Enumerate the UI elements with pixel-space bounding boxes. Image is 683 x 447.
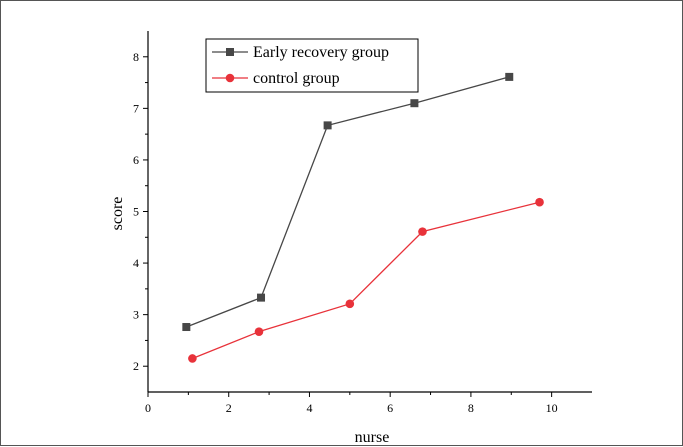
series-2 — [188, 197, 544, 363]
data-point — [418, 227, 427, 236]
x-tick-label: 4 — [306, 401, 312, 415]
legend-marker — [225, 73, 235, 83]
y-tick-label: 3 — [133, 308, 139, 322]
series-line — [186, 76, 510, 328]
series-layer — [182, 72, 544, 363]
series-1 — [182, 72, 514, 332]
axes: 0 2 4 6 8 10 2 3 4 5 6 7 8 — [133, 31, 592, 415]
data-point — [254, 327, 264, 336]
legend-item: Early recovery group — [212, 44, 389, 61]
legend-label: control group — [253, 70, 340, 87]
y-tick-label: 8 — [133, 50, 139, 64]
data-point — [345, 299, 355, 309]
y-tick-label: 5 — [133, 205, 139, 219]
y-tick-label: 4 — [133, 256, 139, 270]
data-point — [182, 323, 191, 332]
x-tick-label: 0 — [145, 401, 151, 415]
legend-label: Early recovery group — [253, 44, 389, 61]
x-tick-label: 6 — [387, 401, 393, 415]
data-point — [410, 99, 419, 108]
data-point — [257, 293, 266, 302]
legend: Early recovery group control group — [205, 38, 419, 93]
data-point — [323, 121, 332, 130]
series-line — [192, 201, 540, 360]
data-point — [188, 354, 197, 363]
legend-marker — [226, 48, 234, 56]
y-tick-label: 6 — [133, 153, 139, 167]
legend-item: control group — [212, 70, 340, 87]
x-tick-label: 8 — [468, 401, 474, 415]
y-tick-label: 2 — [133, 359, 139, 373]
y-tick-label: 7 — [133, 101, 139, 115]
y-axis-title: score — [109, 197, 126, 231]
legend-box — [205, 38, 419, 93]
x-axis-title: nurse — [355, 429, 390, 446]
data-point — [535, 197, 544, 207]
data-point — [505, 72, 514, 81]
x-tick-label: 10 — [546, 401, 558, 415]
x-tick-label: 2 — [226, 401, 232, 415]
